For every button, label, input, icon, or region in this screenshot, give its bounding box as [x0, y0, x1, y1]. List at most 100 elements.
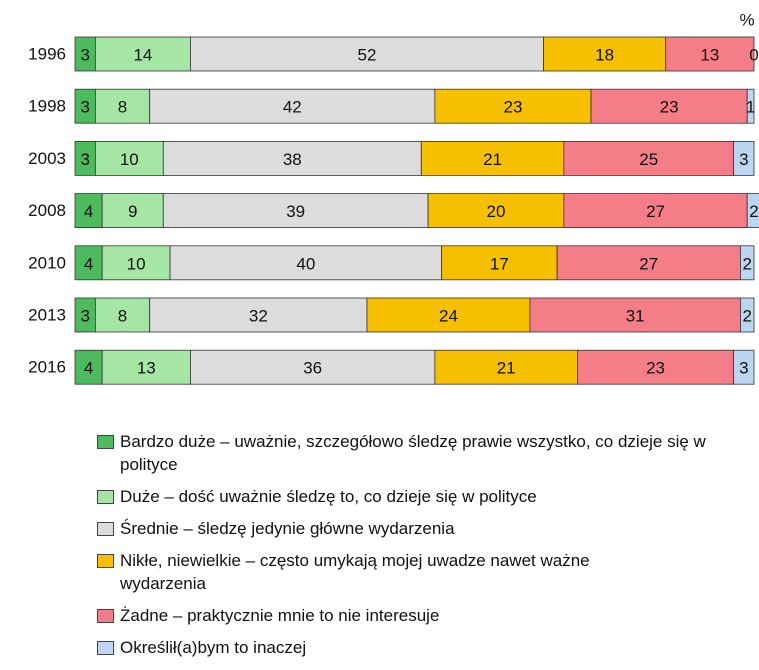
bar-segment — [746, 88, 755, 124]
bar-segment — [746, 193, 759, 229]
value-label: 2 — [742, 307, 751, 326]
value-label: 9 — [128, 202, 137, 221]
legend-item: Bardzo duże – uważnie, szczegółowo śledz… — [97, 430, 750, 476]
legend-item: Żadne – praktycznie mnie to nie interesu… — [97, 604, 750, 627]
value-label: 0 — [749, 46, 758, 65]
value-label: 21 — [497, 359, 516, 378]
y-tick-label: 2016 — [28, 358, 66, 377]
value-label: 1 — [746, 98, 755, 117]
legend-swatch — [97, 522, 114, 536]
legend: Bardzo duże – uważnie, szczegółowo śledz… — [97, 430, 750, 668]
value-label: 13 — [137, 359, 156, 378]
bar-segment — [101, 349, 191, 385]
y-tick-label: 1998 — [28, 97, 66, 116]
value-label: 27 — [639, 254, 658, 273]
y-tick-label: 1996 — [28, 45, 66, 64]
value-label: 8 — [118, 98, 127, 117]
bar-segment — [74, 349, 103, 385]
legend-label: Bardzo duże – uważnie, szczegółowo śledz… — [120, 432, 706, 474]
legend-swatch — [97, 609, 114, 623]
legend-label: Nikłe, niewielkie – często umykają mojej… — [120, 551, 590, 593]
legend-item: Duże – dość uważnie śledzę to, co dzieje… — [97, 485, 750, 508]
value-label: 10 — [127, 254, 146, 273]
legend-item: Nikłe, niewielkie – często umykają mojej… — [97, 549, 750, 595]
value-label: 23 — [660, 98, 679, 117]
legend-label: Żadne – praktycznie mnie to nie interesu… — [120, 606, 440, 625]
value-label: 36 — [303, 359, 322, 378]
bar-segment — [441, 245, 558, 281]
value-label: 21 — [483, 150, 502, 169]
value-label: 32 — [249, 307, 268, 326]
value-label: 31 — [626, 307, 645, 326]
legend-item: Średnie – śledzę jedynie główne wydarzen… — [97, 517, 750, 540]
value-label: 3 — [80, 98, 89, 117]
legend-item: Określił(a)bym to inaczej — [97, 636, 750, 659]
bar-segment — [94, 297, 151, 333]
value-label: 38 — [283, 150, 302, 169]
value-label: 3 — [739, 359, 748, 378]
bar-segment — [101, 193, 164, 229]
y-tick-label: 2003 — [28, 149, 66, 168]
bar-segment — [149, 297, 368, 333]
value-label: 14 — [133, 46, 152, 65]
bar-segment — [590, 88, 748, 124]
bar-segment — [162, 193, 429, 229]
bar-segment — [733, 349, 755, 385]
value-label: 27 — [646, 202, 665, 221]
value-label: 2 — [742, 254, 751, 273]
value-label: 52 — [358, 46, 377, 65]
bar-segment — [434, 349, 578, 385]
y-tick-label: 2008 — [28, 201, 66, 220]
bar-segment — [563, 140, 735, 176]
value-label: 25 — [639, 150, 658, 169]
legend-label: Określił(a)bym to inaczej — [120, 638, 307, 657]
bar-segment — [740, 245, 755, 281]
bar-segment — [434, 88, 592, 124]
value-label: 23 — [646, 359, 665, 378]
bar-segment — [529, 297, 741, 333]
value-label: 3 — [739, 150, 748, 169]
legend-swatch — [97, 554, 114, 568]
bar-segment — [190, 36, 544, 72]
bar-segment — [169, 245, 443, 281]
value-label: 40 — [296, 254, 315, 273]
y-tick-label: 2010 — [28, 253, 66, 272]
legend-label: Średnie – śledzę jedynie główne wydarzen… — [120, 519, 455, 538]
value-label: 4 — [84, 254, 93, 273]
bar-segment — [94, 36, 191, 72]
value-label: 39 — [286, 202, 305, 221]
bar-segment — [420, 140, 565, 176]
bar-segment — [665, 36, 755, 72]
bar-segment — [74, 193, 103, 229]
value-label: 4 — [84, 359, 93, 378]
bar-segment — [94, 140, 164, 176]
bar-segment — [733, 140, 755, 176]
value-label: 20 — [487, 202, 506, 221]
value-label: 42 — [283, 98, 302, 117]
bar-segment — [190, 349, 436, 385]
value-label: 13 — [700, 46, 719, 65]
y-tick-label: 2013 — [28, 306, 66, 325]
unit-label: % — [739, 11, 754, 30]
value-label: 3 — [80, 307, 89, 326]
value-label: 18 — [595, 46, 614, 65]
legend-swatch — [97, 641, 114, 655]
value-label: 2 — [749, 202, 758, 221]
bar-segment — [427, 193, 565, 229]
value-label: 24 — [439, 307, 458, 326]
bar-segment — [366, 297, 531, 333]
value-label: 4 — [84, 202, 93, 221]
value-label: 8 — [118, 307, 127, 326]
bar-segment — [543, 36, 667, 72]
value-label: 17 — [490, 254, 509, 273]
value-label: 3 — [80, 46, 89, 65]
bar-segment — [94, 88, 151, 124]
bar-segment — [577, 349, 735, 385]
value-label: 23 — [503, 98, 522, 117]
legend-label: Duże – dość uważnie śledzę to, co dzieje… — [120, 487, 537, 506]
bar-segment — [149, 88, 436, 124]
bar-segment — [101, 245, 171, 281]
legend-swatch — [97, 435, 114, 449]
